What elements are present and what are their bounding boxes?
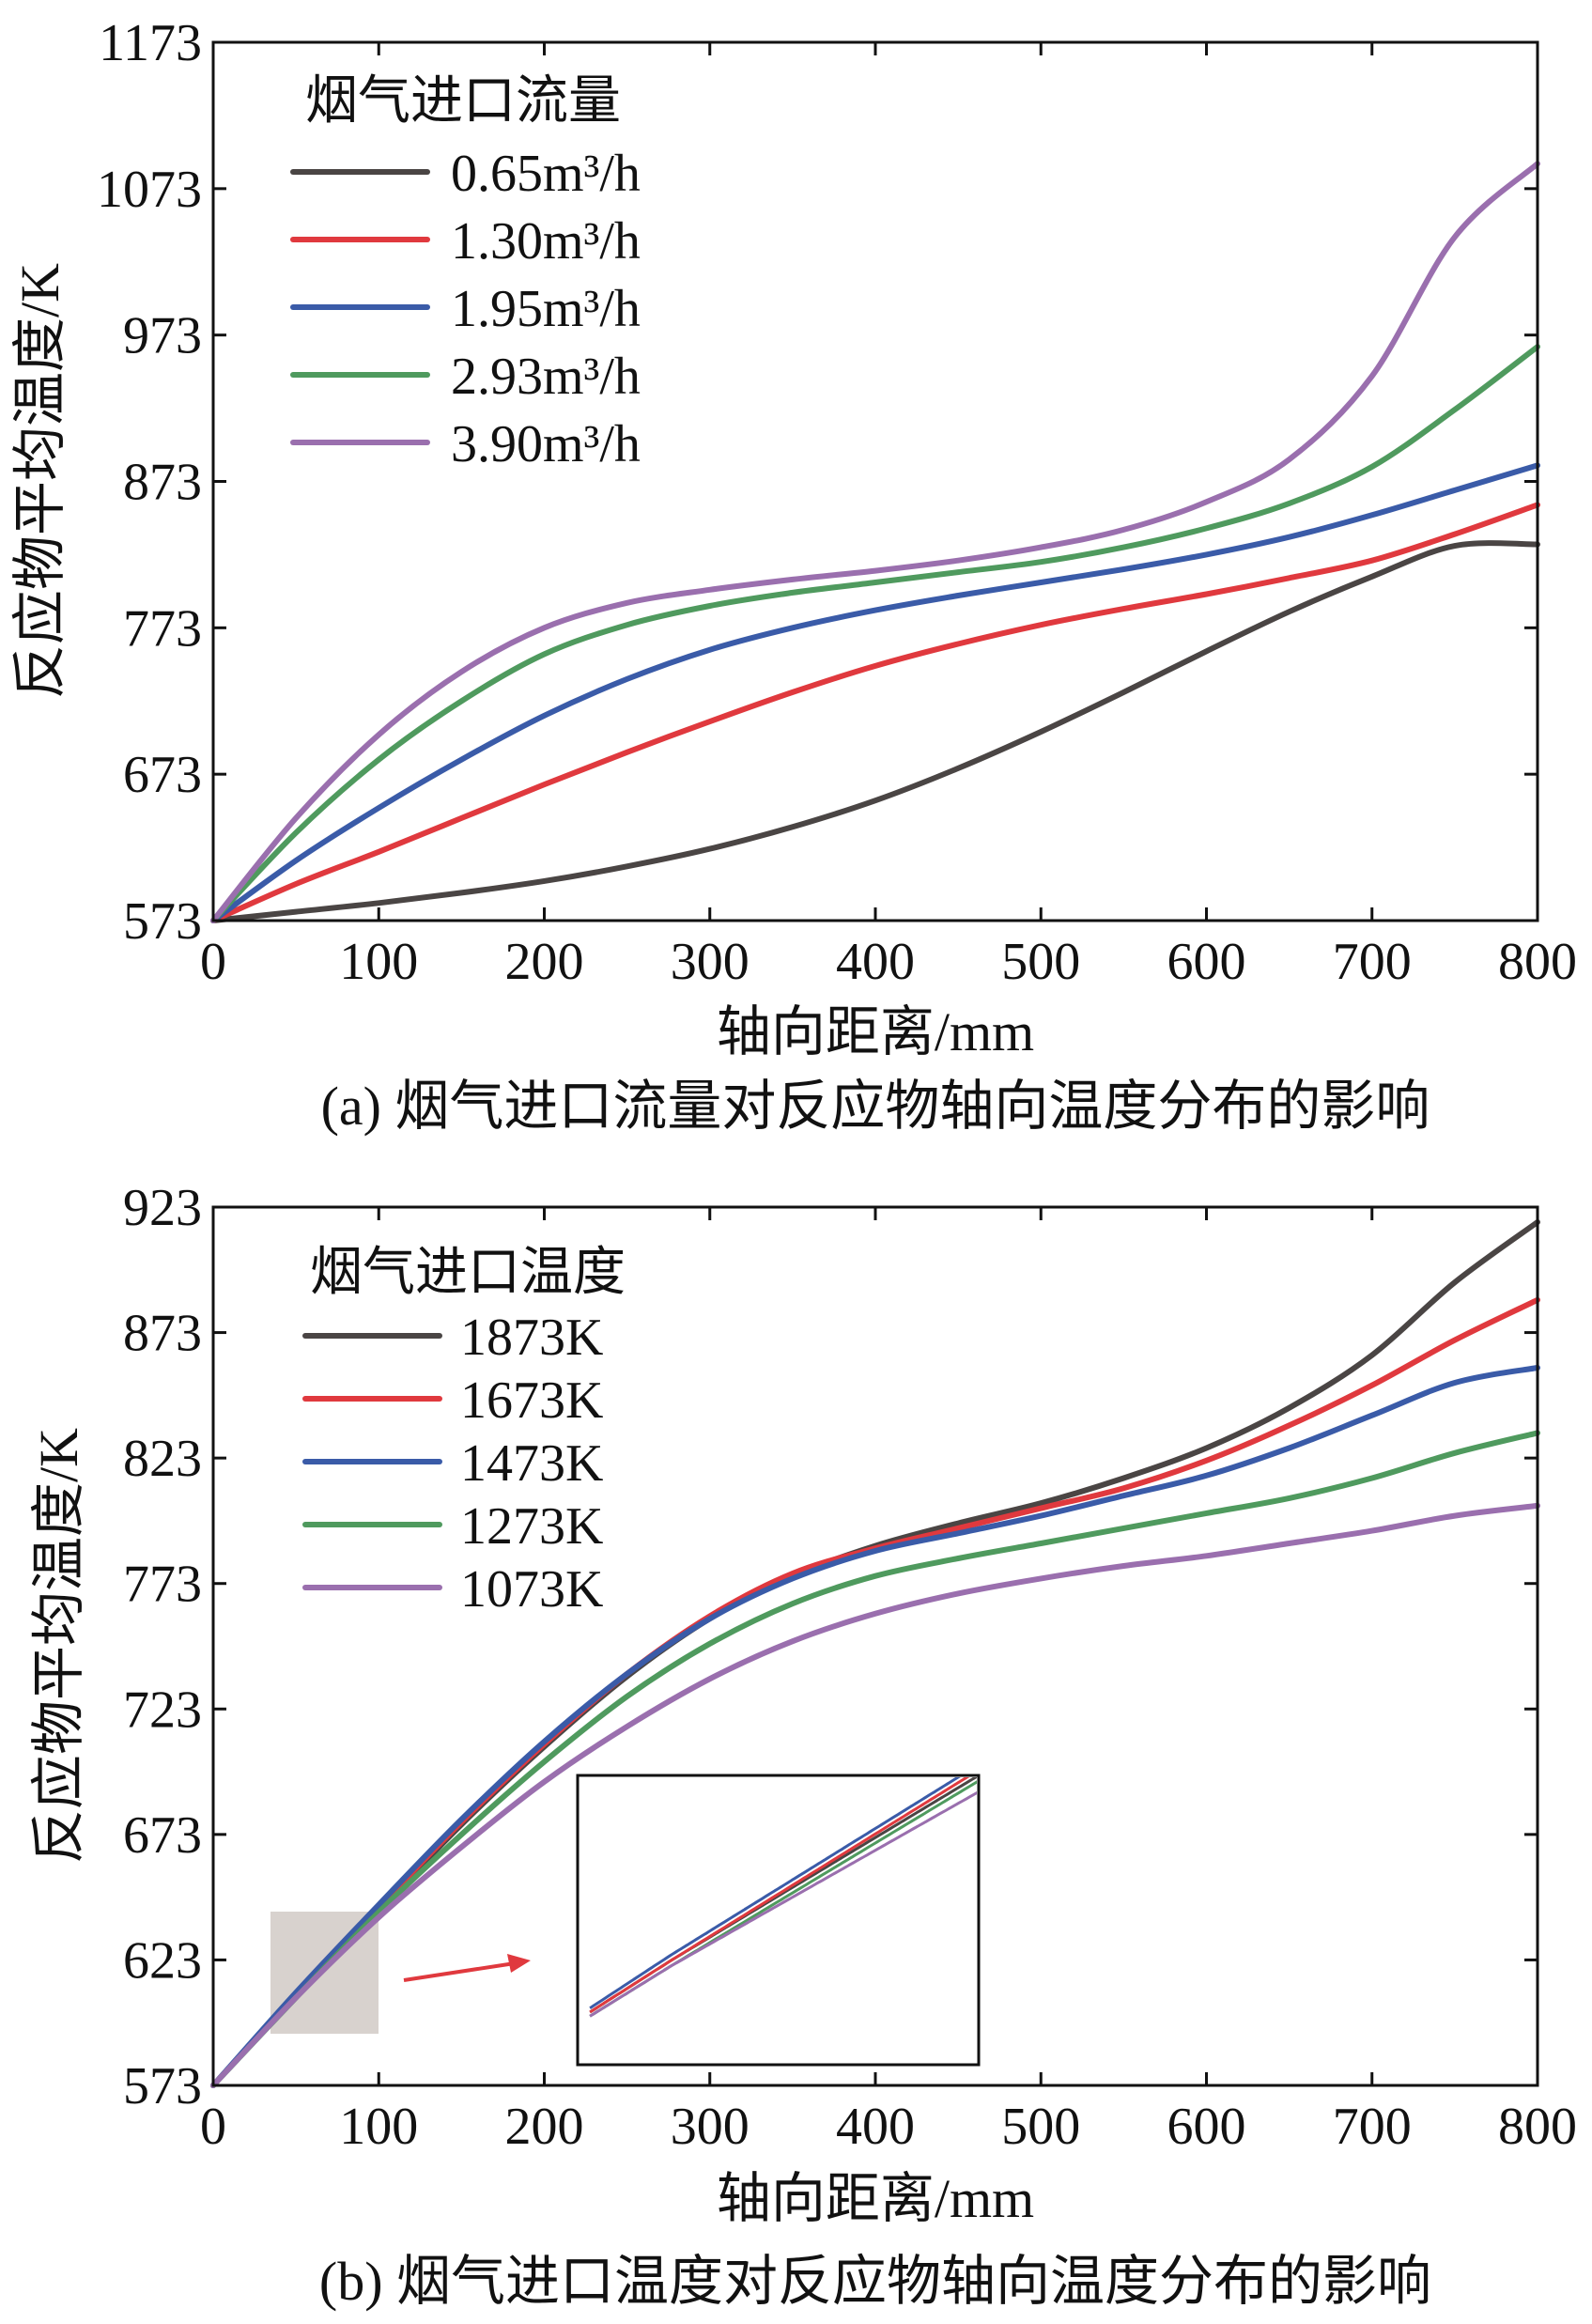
- panel-a-legend-label: 0.65m³/h: [451, 145, 641, 203]
- panel-a-x-tick-labels: 0 100 200 300 400 500 600 700 800: [200, 933, 1577, 991]
- inset-series-line: [589, 1790, 977, 2018]
- panel-a-y-tick-labels: 573 673 773 873 973 1073 1173: [97, 14, 202, 951]
- panel-a-x-tick-label: 200: [505, 933, 584, 991]
- panel-b-series: [210, 1219, 1540, 2088]
- panel-a-series-line: [210, 540, 1540, 923]
- panel-b-x-tick-label: 600: [1167, 2098, 1246, 2156]
- panel-a-legend-label: 1.30m³/h: [451, 212, 641, 271]
- panel-b-x-tick-labels: 0 100 200 300 400 500 600 700 800: [200, 2098, 1577, 2156]
- panel-a-series-line: [210, 344, 1540, 923]
- panel-b-legend-title: 烟气进口温度: [310, 1244, 626, 1302]
- panel-a-x-tick-label: 100: [339, 933, 418, 991]
- panel-b-y-tick-label: 923: [123, 1179, 202, 1237]
- panel-a-x-tick-label: 800: [1498, 933, 1577, 991]
- inset-series-line: [589, 1777, 961, 2009]
- panel-b-legend-label: 1273K: [460, 1497, 603, 1556]
- panel-b-x-tick-label: 200: [505, 2098, 584, 2156]
- panel-a-y-axis-label: 反应物平均温度/K: [9, 263, 70, 699]
- panel-a-y-tick-label: 773: [123, 599, 202, 658]
- panel-b-legend-label: 1473K: [460, 1434, 603, 1493]
- panel-a-legend-label: 2.93m³/h: [451, 348, 641, 406]
- panel-a-x-tick-label: 0: [200, 933, 226, 991]
- panel-a-legend-label: 1.95m³/h: [451, 280, 641, 338]
- panel-a-y-tick-label: 573: [123, 892, 202, 951]
- panel-a-y-tick-label: 673: [123, 746, 202, 804]
- panel-a-x-tick-label: 400: [836, 933, 915, 991]
- panel-b-caption: (b) 烟气进口温度对反应物轴向温度分布的影响: [319, 2251, 1431, 2312]
- panel-b-x-tick-label: 0: [200, 2098, 226, 2156]
- panel-b-y-tick-label: 623: [123, 1931, 202, 1990]
- panel-a-series-line: [210, 462, 1540, 923]
- panel-b: 0 100 200 300 400 500 600 700 800 573 623 673 723 77…: [28, 1179, 1577, 2312]
- panel-b-inset: [576, 1774, 981, 2067]
- panel-a-y-tick-label: 1173: [99, 14, 202, 72]
- zoom-arrow-head: [507, 1954, 531, 1973]
- panel-a-x-tick-label: 300: [671, 933, 750, 991]
- panel-b-y-tick-label: 723: [123, 1681, 202, 1739]
- panel-b-series-line: [210, 1502, 1540, 2088]
- panel-b-legend-label: 1873K: [460, 1309, 603, 1367]
- panel-b-series-line: [210, 1365, 1540, 2088]
- panel-b-y-tick-label: 773: [123, 1556, 202, 1614]
- panel-b-y-axis-label: 反应物平均温度/K: [28, 1428, 89, 1864]
- panel-b-x-tick-label: 800: [1498, 2098, 1577, 2156]
- panel-b-y-tick-label: 573: [123, 2057, 202, 2115]
- zoom-arrow: [403, 1954, 531, 1982]
- panel-a-x-tick-label: 700: [1333, 933, 1412, 991]
- panel-b-y-tick-labels: 573 623 673 723 773 823 873 923: [123, 1179, 202, 2115]
- panel-a-x-tick-label: 600: [1167, 933, 1246, 991]
- panel-b-y-tick-label: 873: [123, 1305, 202, 1363]
- panel-a-legend: 烟气进口流量 0.65m³/h 1.30m³/h 1.95m³/h 2.93m³/h 3…: [290, 72, 641, 473]
- panel-b-x-axis-label: 轴向距离/mm: [717, 2168, 1034, 2229]
- panel-b-x-tick-label: 500: [1001, 2098, 1080, 2156]
- panel-b-x-tick-label: 100: [339, 2098, 418, 2156]
- panel-b-x-tick-label: 300: [671, 2098, 750, 2156]
- panel-a-caption: (a) 烟气进口流量对反应物轴向温度分布的影响: [321, 1076, 1430, 1137]
- panel-b-legend-label: 1673K: [460, 1371, 603, 1430]
- zoom-arrow-shaft: [403, 1961, 516, 1982]
- panel-b-x-tick-label: 700: [1333, 2098, 1412, 2156]
- panel-a-legend-title: 烟气进口流量: [305, 72, 621, 131]
- panel-b-series-line: [210, 1430, 1540, 2088]
- panel-a-y-tick-label: 973: [123, 307, 202, 365]
- panel-b-legend-label: 1073K: [460, 1560, 603, 1619]
- panel-a-x-tick-label: 500: [1001, 933, 1080, 991]
- panel-b-y-tick-label: 823: [123, 1430, 202, 1488]
- panel-b-y-tick-label: 673: [123, 1806, 202, 1865]
- panel-a-y-tick-label: 873: [123, 454, 202, 512]
- panel-a-series: [210, 161, 1540, 923]
- panel-a-legend-label: 3.90m³/h: [451, 415, 641, 473]
- inset-frame: [576, 1774, 981, 2067]
- panel-a-x-axis-label: 轴向距离/mm: [717, 1001, 1034, 1062]
- panel-a-plot-frame: [211, 40, 1539, 922]
- inset-series: [589, 1777, 977, 2018]
- panel-a-y-tick-label: 1073: [97, 161, 202, 219]
- panel-a-series-line: [210, 161, 1540, 923]
- panel-b-x-tick-label: 400: [836, 2098, 915, 2156]
- panel-b-plot-frame: [211, 1205, 1539, 2087]
- panel-a-series-line: [210, 502, 1540, 923]
- inset-series-line: [589, 1777, 970, 2014]
- panel-a: 0 100 200 300 400 500 600 700 800 573 673 773 873 97…: [9, 14, 1577, 1137]
